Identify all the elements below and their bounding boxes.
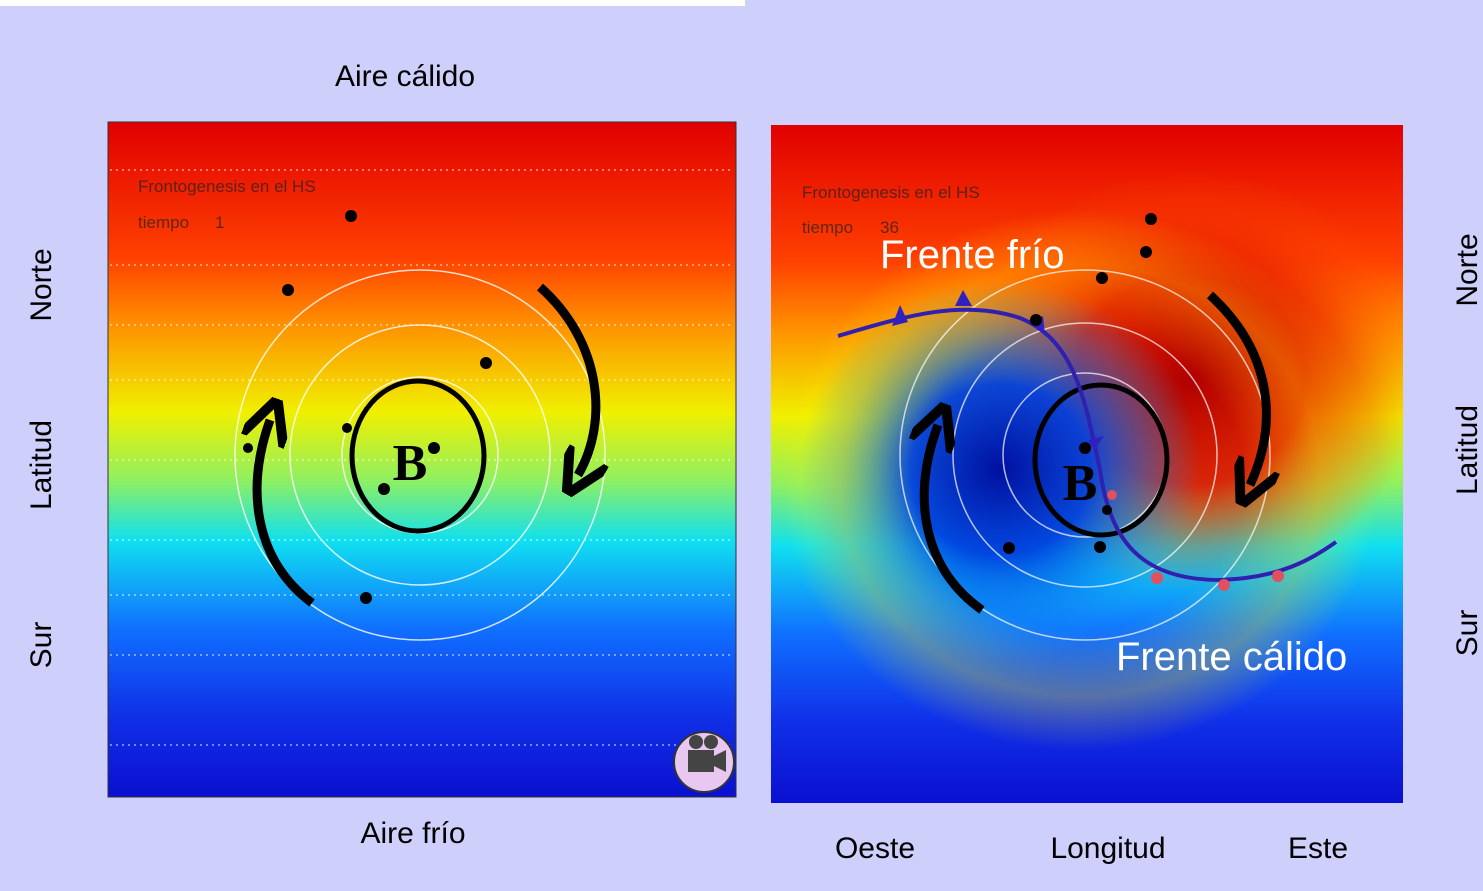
time-label: tiempo [138, 213, 189, 232]
time-label: tiempo [802, 218, 853, 237]
x-label: Longitud [1050, 832, 1165, 865]
low-label: B [1063, 455, 1098, 512]
top-label: Aire cálido [335, 60, 475, 93]
time-value: 1 [215, 213, 224, 232]
inner-title: Frontogenesis en el HS [802, 183, 980, 202]
right-panel: B Frontogenesis en el HS tiempo 36 Frent… [771, 125, 1420, 803]
top-strip [0, 0, 745, 6]
x-label: Este [1288, 832, 1348, 865]
y-label: Sur [25, 622, 58, 669]
slide: B Frontogenesis en el HS tiempo 1 Aire c… [0, 0, 1483, 891]
warm-front-label: Frente cálido [1116, 635, 1347, 679]
left-panel: B Frontogenesis en el HS tiempo 1 [108, 122, 736, 797]
x-label: Oeste [835, 832, 915, 865]
bottom-label: Aire frío [360, 817, 465, 850]
cold-front-label: Frente frío [880, 233, 1065, 277]
y-label: Sur [1451, 610, 1483, 657]
low-label: B [393, 435, 428, 492]
y-label: Latitud [25, 420, 58, 510]
camera-icon [674, 732, 734, 792]
inner-title: Frontogenesis en el HS [138, 177, 316, 196]
y-label: Norte [25, 248, 58, 321]
y-label: Norte [1451, 233, 1483, 306]
y-label: Latitud [1451, 405, 1483, 495]
